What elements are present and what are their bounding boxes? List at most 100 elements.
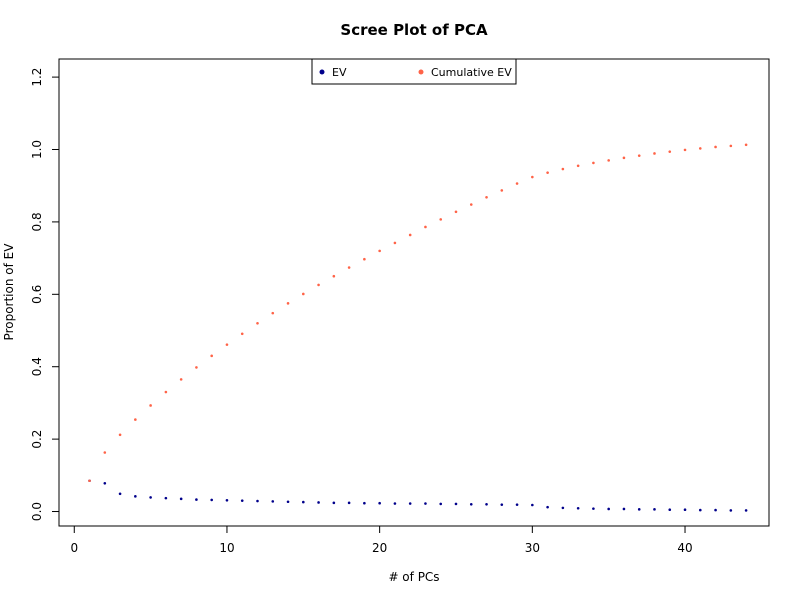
y-tick-label: 0.4 <box>30 357 44 376</box>
series-ev <box>88 479 748 512</box>
cumulative-ev-point <box>439 218 443 221</box>
ev-point <box>576 506 580 510</box>
y-tick-label: 0.8 <box>30 212 44 231</box>
x-axis: 0 10 20 30 40 <box>70 525 693 555</box>
ev-point <box>195 498 198 501</box>
cumulative-ev-point <box>546 171 549 174</box>
ev-point <box>302 500 305 504</box>
x-tick-label: 20 <box>372 541 387 555</box>
ev-point <box>714 508 717 512</box>
cumulative-ev-point <box>332 274 336 278</box>
cumulative-ev-point <box>134 418 137 421</box>
cumulative-ev-point <box>469 203 473 206</box>
ev-point <box>225 498 229 502</box>
ev-point <box>622 507 626 511</box>
ev-point <box>454 502 458 506</box>
cumulative-ev-point <box>195 366 198 369</box>
cumulative-ev-point <box>256 321 259 325</box>
ev-point <box>515 503 519 506</box>
y-axis: 0.0 0.2 0.4 0.6 0.8 1.0 1.2 <box>30 68 60 521</box>
cumulative-ev-point <box>179 378 183 381</box>
ev-point <box>469 502 473 506</box>
cumulative-ev-point <box>363 257 366 261</box>
cumulative-ev-point <box>424 225 427 229</box>
ev-point <box>118 492 122 496</box>
cumulative-ev-point <box>164 390 168 394</box>
cumulative-ev-point <box>714 145 717 149</box>
ev-point <box>653 508 656 511</box>
cumulative-ev-point <box>393 241 397 245</box>
x-tick-label: 0 <box>70 541 78 555</box>
cumulative-ev-point <box>210 354 213 358</box>
x-axis-label: # of PCs <box>388 570 439 584</box>
chart-title: Scree Plot of PCA <box>340 21 488 39</box>
cumulative-ev-point <box>531 175 534 179</box>
cumulative-ev-point <box>347 266 351 269</box>
x-tick-label: 40 <box>677 541 692 555</box>
cumulative-ev-point <box>729 144 733 148</box>
cumulative-ev-point <box>592 161 595 165</box>
ev-point <box>286 500 290 504</box>
cumulative-ev-point <box>698 147 702 150</box>
ev-point <box>531 503 534 507</box>
cumulative-ev-point <box>378 249 381 253</box>
ev-point <box>729 509 733 512</box>
y-tick-label: 0.0 <box>30 502 44 521</box>
y-tick-label: 1.0 <box>30 140 44 159</box>
series-cumulative-ev <box>88 143 748 483</box>
cumulative-ev-point <box>149 404 152 407</box>
ev-point <box>149 496 152 499</box>
ev-point <box>561 506 565 510</box>
cumulative-ev-point <box>225 343 229 346</box>
cumulative-ev-point <box>500 189 504 192</box>
ev-point <box>698 508 702 512</box>
cumulative-ev-point <box>744 143 748 147</box>
cumulative-ev-point <box>576 164 580 168</box>
y-axis-label: Proportion of EV <box>2 243 16 341</box>
cumulative-ev-point <box>302 292 305 296</box>
ev-point <box>668 508 672 512</box>
ev-point <box>240 499 244 502</box>
y-tick-label: 0.2 <box>30 430 44 449</box>
cumulative-ev-point <box>408 233 412 237</box>
ev-point <box>103 481 107 485</box>
ev-point <box>408 502 412 505</box>
cumulative-ev-point <box>637 154 641 157</box>
cumulative-ev-point <box>271 311 275 315</box>
ev-point <box>256 499 259 503</box>
legend-box <box>311 58 517 85</box>
y-tick-label: 1.2 <box>30 68 44 87</box>
ev-point <box>683 508 687 512</box>
ev-point <box>485 502 488 506</box>
x-tick-label: 10 <box>219 541 234 555</box>
cumulative-ev-point <box>485 195 488 199</box>
cumulative-ev-point <box>668 150 672 153</box>
ev-point <box>378 501 381 505</box>
legend-label-ev: EV <box>332 66 347 79</box>
ev-point <box>164 496 168 500</box>
series-layer <box>88 143 748 512</box>
cumulative-ev-point <box>118 433 122 437</box>
legend: EV Cumulative EV <box>311 58 517 85</box>
cumulative-ev-point <box>683 148 687 152</box>
cumulative-ev-point <box>561 167 565 171</box>
cumulative-ev-point <box>317 283 320 287</box>
ev-point <box>363 501 366 505</box>
ev-point <box>607 507 610 511</box>
cumulative-ev-point <box>515 182 519 185</box>
cumulative-ev-point <box>607 159 610 162</box>
cumulative-ev-point <box>622 156 626 160</box>
ev-point <box>424 502 427 505</box>
plot-area-frame <box>58 58 770 527</box>
ev-point <box>744 509 748 512</box>
ev-point <box>439 502 443 506</box>
legend-marker-ev <box>319 69 325 75</box>
legend-label-cumulative-ev: Cumulative EV <box>431 66 512 79</box>
ev-point <box>134 495 137 498</box>
ev-point <box>179 497 183 501</box>
ev-point <box>592 507 595 510</box>
ev-point <box>317 501 320 504</box>
ev-point <box>332 501 336 505</box>
cumulative-ev-point <box>454 210 458 214</box>
